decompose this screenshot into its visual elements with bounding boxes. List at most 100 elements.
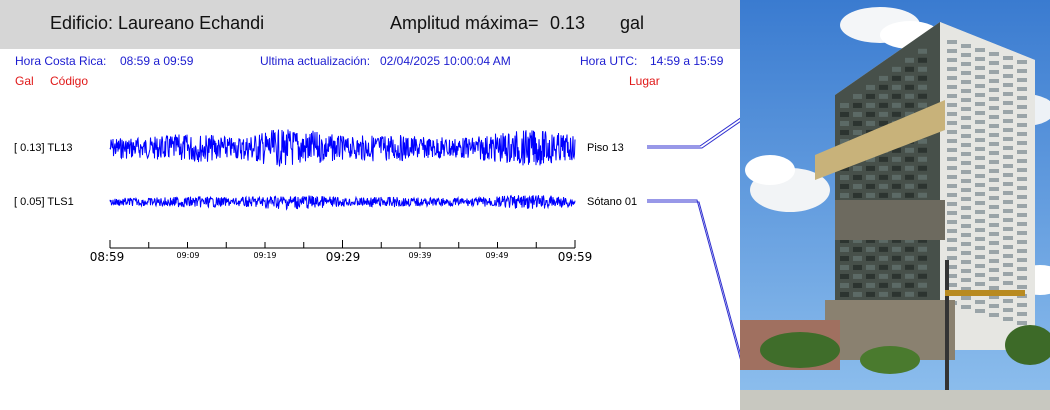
window — [1017, 96, 1027, 100]
tick-label-minor-0: 09:09 — [176, 251, 199, 260]
window — [947, 121, 957, 125]
cr-time-value: 08:59 a 09:59 — [120, 54, 194, 68]
window — [1017, 195, 1027, 199]
window — [853, 111, 862, 117]
window — [961, 98, 971, 102]
window — [989, 79, 999, 83]
window — [989, 250, 999, 254]
window — [975, 147, 985, 151]
window — [918, 147, 927, 153]
window — [975, 129, 985, 133]
window — [1017, 231, 1027, 235]
window — [840, 112, 849, 117]
window — [918, 273, 927, 279]
window — [866, 165, 875, 171]
window — [947, 238, 957, 242]
window — [975, 228, 985, 232]
window — [918, 237, 927, 243]
window — [975, 174, 985, 178]
window — [918, 174, 927, 180]
window — [866, 102, 875, 108]
window — [879, 102, 888, 108]
window — [879, 93, 888, 99]
window — [905, 66, 914, 72]
window — [961, 62, 971, 66]
window — [879, 84, 888, 90]
window — [1017, 78, 1027, 82]
window — [1017, 123, 1027, 127]
window — [961, 53, 971, 57]
window — [866, 273, 875, 279]
leader-line-tl13 — [647, 117, 740, 147]
window — [892, 291, 901, 297]
window — [989, 205, 999, 209]
window — [947, 256, 957, 260]
window — [961, 107, 971, 111]
window — [989, 88, 999, 92]
channel-place-tl13: Piso 13 — [587, 142, 624, 154]
window — [853, 93, 862, 99]
window — [947, 112, 957, 116]
column-place: Lugar — [629, 74, 660, 88]
window — [947, 76, 957, 80]
window — [879, 291, 888, 297]
window — [879, 111, 888, 117]
window — [961, 71, 971, 75]
utc-time-value: 14:59 a 15:59 — [650, 54, 724, 68]
window — [892, 246, 901, 252]
window — [961, 143, 971, 147]
window — [918, 192, 927, 198]
window — [961, 206, 971, 210]
window — [975, 237, 985, 241]
window — [892, 237, 901, 243]
window — [961, 269, 971, 273]
window — [866, 282, 875, 288]
window — [866, 111, 875, 117]
window — [1003, 83, 1013, 87]
window — [961, 44, 971, 48]
window — [866, 237, 875, 243]
window — [947, 166, 957, 170]
window — [989, 232, 999, 236]
window — [918, 282, 927, 288]
window — [879, 174, 888, 180]
window — [1017, 213, 1027, 217]
window — [840, 184, 849, 189]
window — [947, 265, 957, 269]
cr-time-label: Hora Costa Rica: — [15, 54, 107, 68]
window — [975, 219, 985, 223]
channel-label-tls1: [ 0.05] TLS1 — [14, 196, 74, 208]
window — [905, 102, 914, 108]
max-amplitude-label: Amplitud máxima= — [390, 13, 539, 33]
window — [989, 187, 999, 191]
window — [840, 103, 849, 108]
column-code: Código — [50, 74, 89, 88]
window — [1003, 137, 1013, 141]
window — [975, 165, 985, 169]
window — [905, 165, 914, 171]
window — [892, 147, 901, 153]
window — [1017, 249, 1027, 253]
window — [1003, 263, 1013, 267]
window — [947, 229, 957, 233]
window — [840, 256, 849, 261]
window — [961, 170, 971, 174]
seismogram-plot: 08:59 09:29 09:59 09:09 09:19 09:39 09:4… — [90, 117, 740, 379]
window — [961, 188, 971, 192]
window — [961, 161, 971, 165]
tick-label-minor-2: 09:39 — [408, 251, 431, 260]
window — [840, 121, 849, 126]
window — [918, 66, 927, 72]
window — [961, 116, 971, 120]
window — [989, 61, 999, 65]
window — [989, 124, 999, 128]
window — [879, 183, 888, 189]
window — [879, 264, 888, 270]
window — [1003, 281, 1013, 285]
window — [866, 84, 875, 90]
window — [879, 192, 888, 198]
window — [866, 120, 875, 126]
window — [918, 75, 927, 81]
window — [989, 268, 999, 272]
window — [989, 286, 999, 290]
